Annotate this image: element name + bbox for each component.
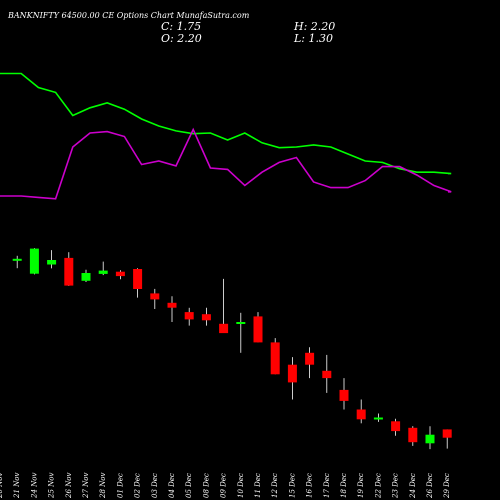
candle-body	[425, 434, 435, 444]
x-tick-label: 22 Dec	[374, 473, 382, 499]
x-tick-label: 25 Nov	[48, 473, 56, 499]
chart-title: BANKNIFTY 64500.00 CE Options Chart Muna…	[8, 11, 250, 20]
x-tick-label: 16 Dec	[306, 473, 314, 498]
x-tick-label: 24 Nov	[30, 473, 38, 499]
candle-body	[150, 293, 160, 300]
candle-body	[219, 323, 229, 334]
x-tick-label: 05 Dec	[185, 473, 193, 498]
candle-body	[12, 258, 22, 261]
x-tick-label: 01 Dec	[116, 473, 124, 498]
candle-body	[391, 421, 401, 432]
x-tick-label: 09 Dec	[220, 473, 228, 498]
candle-body	[115, 271, 125, 277]
candle-body	[47, 260, 57, 265]
candle-body	[270, 342, 280, 375]
x-tick-label: 08 Dec	[202, 473, 210, 498]
candle-body	[184, 312, 194, 320]
upper-line	[0, 72, 452, 175]
x-tick-label: 04 Dec	[168, 473, 176, 498]
x-tick-label: 20 Nov	[0, 473, 4, 499]
candle-body	[64, 257, 74, 286]
candle-body	[339, 389, 349, 401]
x-tick-label: 12 Dec	[271, 473, 279, 498]
candle-body	[236, 322, 246, 324]
x-tick-label: 18 Dec	[340, 473, 348, 498]
x-tick-label: 27 Nov	[82, 473, 90, 499]
x-tick-label: 03 Dec	[151, 473, 159, 498]
candle-body	[373, 417, 383, 420]
low-value: L: 1.30	[294, 32, 333, 45]
candle-body	[201, 314, 211, 321]
high-value: H: 2.20	[294, 20, 336, 33]
candle-body	[442, 429, 452, 438]
x-tick-label: 15 Dec	[288, 473, 296, 498]
close-value: C: 1.75	[161, 20, 202, 33]
open-value: O: 2.20	[161, 32, 202, 45]
candle-body	[81, 273, 91, 281]
x-tick-label: 24 Dec	[409, 473, 417, 499]
x-tick-label: 11 Dec	[254, 473, 262, 498]
candle-body	[287, 364, 297, 383]
lower-line	[0, 127, 452, 200]
candle-body	[322, 370, 332, 379]
x-tick-label: 28 Nov	[99, 473, 107, 499]
candle-body	[356, 409, 366, 420]
x-tick-label: 21 Nov	[13, 473, 21, 499]
candle-body	[305, 352, 315, 365]
x-tick-label: 02 Dec	[134, 473, 142, 498]
candle-body	[133, 269, 143, 289]
candle-body	[167, 302, 177, 308]
x-tick-label: 10 Dec	[237, 473, 245, 498]
candle-body	[253, 316, 263, 343]
x-tick-label: 26 Dec	[426, 473, 434, 499]
x-tick-label: 17 Dec	[323, 473, 331, 498]
candle-body	[98, 270, 108, 274]
candle-body	[29, 248, 39, 274]
x-tick-label: 23 Dec	[392, 473, 400, 499]
x-tick-label: 29 Dec	[443, 473, 451, 499]
x-tick-label: 19 Dec	[357, 473, 365, 498]
x-tick-label: 26 Nov	[65, 473, 73, 499]
candle-body	[408, 427, 418, 443]
